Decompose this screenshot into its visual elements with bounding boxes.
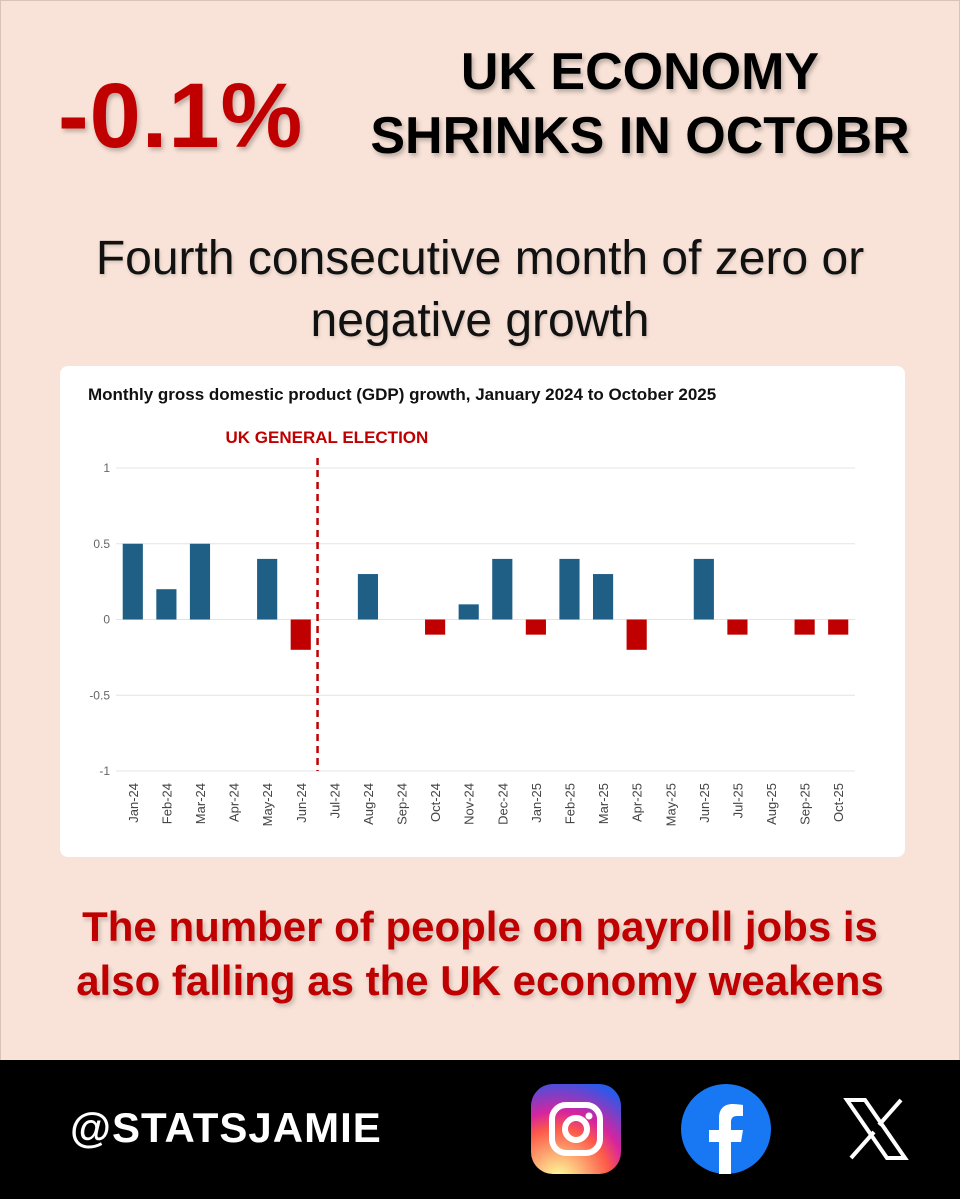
headline-percentage: -0.1% bbox=[58, 65, 304, 167]
bar-jun-24 bbox=[290, 619, 311, 650]
headline-line-2: SHRINKS IN OCTOBR bbox=[370, 107, 910, 165]
subheadline-line-2: negative growth bbox=[310, 294, 650, 347]
bar-jun-25 bbox=[693, 558, 714, 620]
y-tick-label: -1 bbox=[99, 764, 110, 778]
bar-feb-24 bbox=[156, 589, 177, 620]
x-tick-label: Apr-24 bbox=[227, 783, 242, 822]
bar-may-24 bbox=[257, 558, 278, 620]
bar-oct-24 bbox=[425, 619, 446, 635]
x-tick-label: Aug-25 bbox=[764, 783, 779, 825]
chart-card: Monthly gross domestic product (GDP) gro… bbox=[60, 366, 905, 857]
social-handle[interactable]: @STATSJAMIE bbox=[70, 1104, 382, 1151]
y-tick-label: 0.5 bbox=[93, 537, 110, 551]
bar-jan-24 bbox=[122, 543, 143, 620]
x-tick-label: Aug-24 bbox=[361, 783, 376, 825]
footer-bar: @STATSJAMIE bbox=[0, 1060, 960, 1199]
x-tick-label: Nov-24 bbox=[462, 783, 477, 825]
gdp-bar-chart: Monthly gross domestic product (GDP) gro… bbox=[88, 385, 855, 826]
x-tick-label: Feb-24 bbox=[159, 783, 174, 824]
subheadline-line-1: Fourth consecutive month of zero or bbox=[95, 232, 865, 285]
y-tick-label: 1 bbox=[103, 461, 110, 475]
x-tick-label: Sep-24 bbox=[395, 783, 410, 825]
y-tick-label: -0.5 bbox=[89, 688, 110, 702]
x-tick-label: Mar-25 bbox=[596, 783, 611, 824]
chart-title: Monthly gross domestic product (GDP) gro… bbox=[88, 385, 716, 404]
bar-apr-25 bbox=[626, 619, 647, 650]
x-tick-label: May-25 bbox=[663, 783, 678, 826]
y-tick-label: 0 bbox=[103, 613, 110, 627]
x-tick-label: Jul-25 bbox=[730, 783, 745, 818]
x-tick-label: Feb-25 bbox=[562, 783, 577, 824]
bar-aug-24 bbox=[357, 574, 379, 620]
bottom-message: The number of people on payroll jobs is … bbox=[30, 900, 930, 1008]
x-tick-label: Jan-25 bbox=[529, 783, 544, 823]
x-tick-label: Jun-24 bbox=[294, 783, 309, 823]
x-tick-label: Oct-25 bbox=[831, 783, 846, 822]
x-tick-label: Mar-24 bbox=[193, 783, 208, 824]
election-annotation-label: UK GENERAL ELECTION bbox=[226, 428, 429, 447]
bar-feb-25 bbox=[559, 558, 580, 620]
x-tick-label: Jun-25 bbox=[697, 783, 712, 823]
bar-mar-24 bbox=[189, 543, 211, 620]
instagram-icon[interactable] bbox=[531, 1084, 621, 1174]
x-tick-label: Apr-25 bbox=[630, 783, 645, 822]
bar-nov-24 bbox=[458, 604, 479, 620]
headline-line-1: UK ECONOMY bbox=[460, 43, 820, 101]
bar-sep-25 bbox=[794, 619, 815, 635]
facebook-icon[interactable] bbox=[681, 1084, 771, 1174]
x-tick-label: Oct-24 bbox=[428, 783, 443, 822]
bottom-message-line-1: The number of people on payroll jobs is bbox=[82, 903, 878, 950]
bar-oct-25 bbox=[828, 619, 849, 635]
x-tick-label: Jul-24 bbox=[327, 783, 342, 818]
x-icon[interactable] bbox=[831, 1084, 921, 1174]
bar-dec-24 bbox=[492, 558, 513, 620]
x-tick-label: Jan-24 bbox=[126, 783, 141, 823]
x-tick-label: May-24 bbox=[260, 783, 275, 826]
headline: UK ECONOMY SHRINKS IN OCTOBR bbox=[360, 40, 920, 168]
subheadline: Fourth consecutive month of zero or nega… bbox=[40, 228, 920, 352]
bar-jan-25 bbox=[525, 619, 546, 635]
bottom-message-line-2: also falling as the UK economy weakens bbox=[76, 957, 884, 1004]
bar-mar-25 bbox=[592, 574, 614, 620]
bar-jul-25 bbox=[727, 619, 748, 635]
x-tick-label: Dec-24 bbox=[495, 783, 510, 825]
x-tick-label: Sep-25 bbox=[798, 783, 813, 825]
